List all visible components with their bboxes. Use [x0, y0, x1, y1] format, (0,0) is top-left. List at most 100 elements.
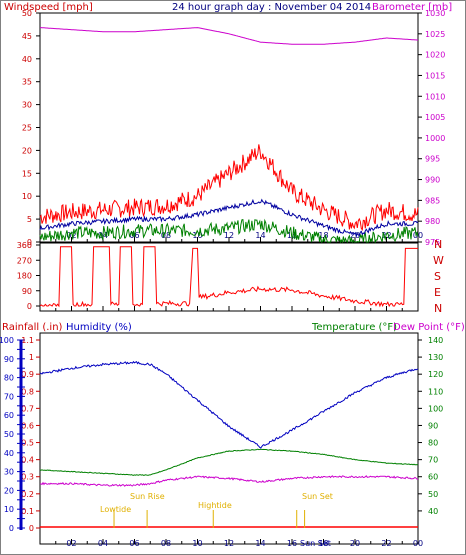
event-label-sunset-axis: Sun Set	[300, 539, 331, 548]
humidity-ytick-label: 100	[0, 336, 14, 345]
wind-ytick-label: 50	[22, 9, 32, 18]
rain-ytick-label: 0.2	[21, 490, 34, 499]
temp-xtick-label: 16	[287, 539, 297, 548]
baro-ytick-label: 990	[425, 176, 440, 185]
baro-ytick-label: 1010	[425, 92, 445, 101]
temperature-line	[39, 448, 419, 476]
baro-ytick-label: 1005	[425, 113, 445, 122]
wind-gust-line	[39, 144, 419, 231]
humidity-ytick-label: 90	[4, 355, 14, 364]
wind-direction-line	[39, 246, 418, 308]
direction-panel-frame	[39, 242, 419, 312]
humidity-ytick-label: 40	[4, 449, 14, 458]
temp-ytick-label: 100	[428, 404, 443, 413]
dir-ytick-label: 270	[17, 256, 32, 265]
humidity-ytick-label: 60	[4, 411, 14, 420]
humidity-ytick-label: 10	[4, 505, 14, 514]
temp-xtick-label: 14	[255, 539, 265, 548]
wind-ytick-label: 45	[22, 32, 32, 41]
wind-ytick-label: 5	[27, 215, 32, 224]
temp-xtick-label: 20	[350, 539, 360, 548]
temp-ytick-label: 90	[428, 421, 438, 430]
compass-n-top: N	[434, 238, 442, 251]
humidity-ytick-label: 70	[4, 392, 14, 401]
humidity-ytick-label: 0	[9, 524, 14, 533]
rain-ytick-label: 0.8	[21, 387, 34, 396]
rain-ytick-label: 0.3	[21, 473, 34, 482]
graph-title: 24 hour graph day : November 04 2014	[172, 2, 371, 13]
baro-ytick-label: 980	[425, 217, 440, 226]
rain-ytick-label: 0	[29, 524, 34, 533]
baro-ytick-label: 995	[425, 155, 440, 164]
axes-layer: 0510152025303540455097598098599099510001…	[0, 9, 445, 548]
dir-ytick-label: 90	[22, 287, 32, 296]
baro-ytick-label: 985	[425, 196, 440, 205]
rain-ytick-label: 0.7	[21, 404, 34, 413]
wind-ytick-label: 30	[22, 101, 32, 110]
wind-xtick-label: 02	[66, 231, 76, 240]
wind-ytick-label: 25	[22, 124, 32, 133]
wind-ytick-label: 10	[22, 192, 32, 201]
wind-ytick-label: 0	[27, 238, 32, 247]
temperature-label: Temperature (°F)	[311, 322, 397, 333]
baro-ytick-label: 1030	[425, 9, 445, 18]
event-label-lowtide: Lowtide	[100, 505, 131, 514]
wind-avg-line	[39, 198, 419, 238]
event-label-sunset: Sun Set	[302, 492, 333, 501]
dewpoint-line	[39, 475, 419, 487]
temp-xtick-label: 22	[381, 539, 391, 548]
temp-xtick-label: 12	[224, 539, 234, 548]
compass-w: W	[433, 254, 444, 267]
baro-ytick-label: 1015	[425, 71, 445, 80]
event-label-hightide: Hightide	[198, 501, 232, 510]
temp-ytick-label: 40	[428, 507, 438, 516]
temp-xtick-label: 00	[413, 539, 423, 548]
temp-ytick-label: 140	[428, 336, 443, 345]
temp-ytick-label: 70	[428, 456, 438, 465]
rainfall-label: Rainfall (.in)	[2, 322, 63, 333]
wind-xtick-label: 08	[161, 231, 171, 240]
baro-ytick-label: 975	[425, 238, 440, 247]
dir-ytick-label: 180	[17, 272, 32, 281]
humidity-ytick-label: 20	[4, 486, 14, 495]
compass-n-bottom: N	[434, 302, 442, 315]
dir-ytick-label: 0	[27, 302, 32, 311]
temp-ytick-label: 50	[428, 490, 438, 499]
humidity-ytick-label: 80	[4, 374, 14, 383]
rain-ytick-label: 0.6	[21, 421, 34, 430]
wind-low-line	[39, 218, 419, 244]
humidity-ytick-label: 50	[4, 430, 14, 439]
wind-xtick-label: 20	[350, 231, 360, 240]
event-label-sunrise: Sun Rise	[130, 492, 165, 501]
humidity-ytick-label: 30	[4, 468, 14, 477]
series-layer	[39, 27, 419, 528]
wind-xtick-label: 14	[255, 231, 265, 240]
temp-ytick-label: 130	[428, 353, 443, 362]
baro-ytick-label: 1020	[425, 51, 445, 60]
rain-ytick-label: 0.4	[21, 456, 34, 465]
baro-ytick-label: 1000	[425, 134, 445, 143]
temp-ytick-label: 80	[428, 439, 438, 448]
rain-ytick-label: 1.1	[21, 336, 34, 345]
compass-s: S	[434, 270, 441, 283]
wind-xtick-label: 12	[224, 231, 234, 240]
dewpoint-label: Dew Point (°F)	[393, 322, 465, 333]
barometer-line	[40, 27, 419, 45]
temp-xtick-label: 10	[192, 539, 202, 548]
humidity-label: Humidity (%)	[66, 322, 132, 333]
dir-ytick-label: 360	[17, 241, 32, 250]
temp-xtick-label: 04	[98, 539, 108, 548]
temp-xtick-label: 06	[129, 539, 139, 548]
wind-xtick-label: 10	[192, 231, 202, 240]
wind-ytick-label: 15	[22, 169, 32, 178]
temp-xtick-label: 08	[161, 539, 171, 548]
temp-xtick-label: 18	[318, 539, 328, 548]
wind-ytick-label: 40	[22, 55, 32, 64]
rain-ytick-label: 1	[29, 353, 34, 362]
wind-ytick-label: 20	[22, 146, 32, 155]
temp-ytick-label: 60	[428, 473, 438, 482]
temp-panel-frame	[39, 332, 419, 545]
rain-ytick-label: 0.9	[21, 370, 34, 379]
